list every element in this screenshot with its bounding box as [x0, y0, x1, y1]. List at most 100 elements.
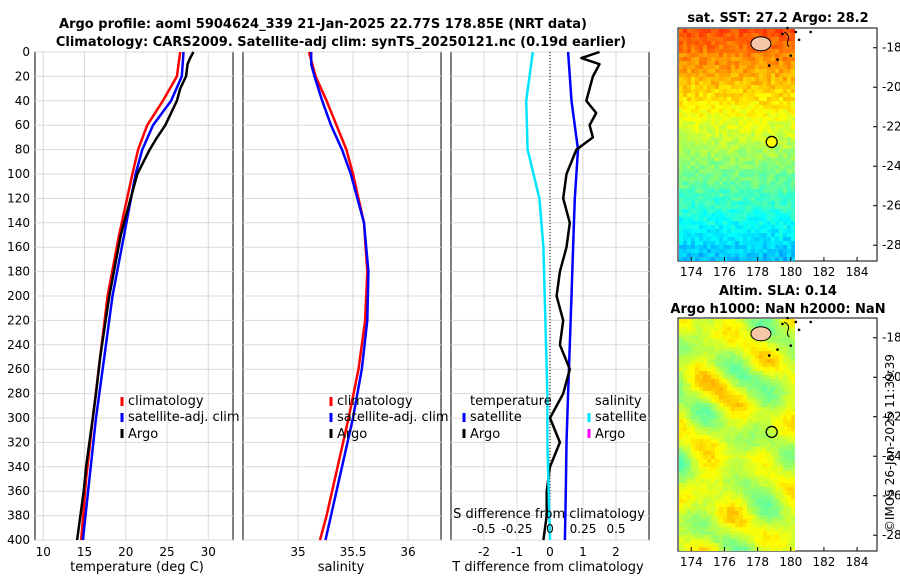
map-cell: [699, 141, 703, 145]
map-cell: [759, 391, 763, 395]
map-cell: [775, 117, 779, 121]
map-cell: [791, 93, 795, 97]
map-cell: [703, 53, 707, 57]
map-cell: [679, 37, 683, 41]
map-cell: [779, 125, 783, 129]
map-cell: [751, 209, 755, 213]
map-cell: [747, 125, 751, 129]
map-cell: [707, 89, 711, 93]
y-tick-label: 360: [7, 484, 30, 498]
map-cell: [743, 471, 747, 475]
map-cell: [771, 189, 775, 193]
map-cell: [767, 169, 771, 173]
map-cell: [695, 487, 699, 491]
map-cell: [687, 141, 691, 145]
map-cell: [747, 503, 751, 507]
map-cell: [727, 105, 731, 109]
map-cell: [787, 129, 791, 133]
map-cell: [723, 507, 727, 511]
map-cell: [683, 459, 687, 463]
map-cell: [679, 245, 683, 249]
map-cell: [787, 491, 791, 495]
map-cell: [723, 213, 727, 217]
map-cell: [715, 451, 719, 455]
map-cell: [699, 483, 703, 487]
map-cell: [783, 157, 787, 161]
map-cell: [767, 479, 771, 483]
map-cell: [775, 339, 779, 343]
map-cell: [715, 129, 719, 133]
map-cell: [707, 371, 711, 375]
map-cell: [791, 387, 795, 391]
map-cell: [687, 37, 691, 41]
map-cell: [719, 85, 723, 89]
island-shape: [750, 326, 772, 342]
map-cell: [707, 339, 711, 343]
map-cell: [771, 323, 775, 327]
map-cell: [759, 233, 763, 237]
map-cell: [691, 97, 695, 101]
map-cell: [699, 507, 703, 511]
map-cell: [755, 193, 759, 197]
map-cell: [719, 499, 723, 503]
map-cell: [719, 407, 723, 411]
map-cell: [779, 253, 783, 257]
map-cell: [695, 125, 699, 129]
map-cell: [735, 319, 739, 323]
map-cell: [683, 491, 687, 495]
map-cell: [755, 113, 759, 117]
map-cell: [787, 431, 791, 435]
map-cell: [783, 519, 787, 523]
map-cell: [787, 455, 791, 459]
map-cell: [755, 125, 759, 129]
map-cell: [747, 101, 751, 105]
map-cell: [687, 53, 691, 57]
map-cell: [683, 375, 687, 379]
map-cell: [791, 339, 795, 343]
map-cell: [759, 185, 763, 189]
map-cell: [783, 137, 787, 141]
map-cell: [735, 383, 739, 387]
map-cell: [763, 523, 767, 527]
map-cell: [727, 181, 731, 185]
map-cell: [727, 331, 731, 335]
map-cell: [695, 169, 699, 173]
map-cell: [783, 443, 787, 447]
map-cell: [711, 141, 715, 145]
map-cell: [683, 125, 687, 129]
map-cell: [731, 503, 735, 507]
map-cell: [751, 419, 755, 423]
map-cell: [791, 371, 795, 375]
map-cell: [723, 185, 727, 189]
legend-climatology-label: climatology: [128, 394, 204, 409]
map-cell: [719, 69, 723, 73]
map-cell: [699, 439, 703, 443]
map-cell: [683, 209, 687, 213]
map-cell: [739, 209, 743, 213]
map-cell: [727, 221, 731, 225]
map-cell: [739, 507, 743, 511]
map-cell: [691, 37, 695, 41]
map-cell: [743, 193, 747, 197]
map-cell: [687, 359, 691, 363]
map-cell: [739, 233, 743, 237]
map-cell: [731, 109, 735, 113]
map-cell: [775, 335, 779, 339]
map-cell: [735, 33, 739, 37]
map-cell: [711, 189, 715, 193]
map-cell: [679, 411, 683, 415]
map-cell: [703, 257, 707, 261]
map-cell: [727, 447, 731, 451]
map-cell: [727, 161, 731, 165]
map-cell: [715, 399, 719, 403]
map-cell: [679, 161, 683, 165]
map-cell: [787, 101, 791, 105]
map-cell: [723, 367, 727, 371]
map-cell: [727, 185, 731, 189]
map-cell: [735, 351, 739, 355]
map-cell: [683, 93, 687, 97]
map-cell: [763, 81, 767, 85]
map-cell: [727, 387, 731, 391]
map-cell: [755, 65, 759, 69]
map-cell: [679, 503, 683, 507]
